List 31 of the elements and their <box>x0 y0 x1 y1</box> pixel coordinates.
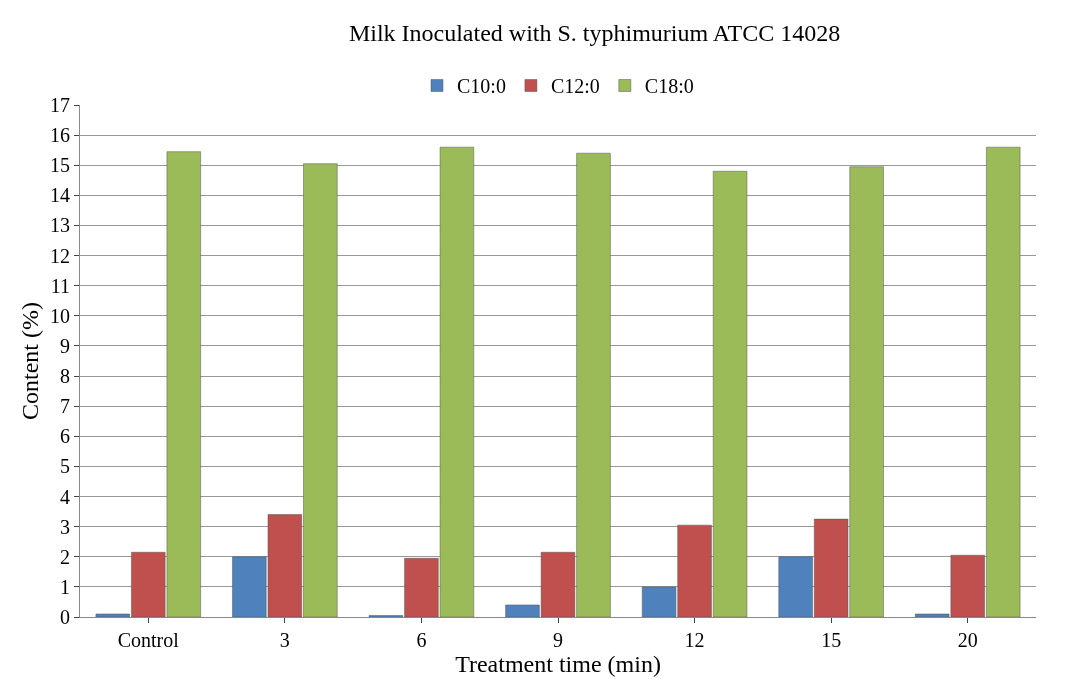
legend-label: C12:0 <box>550 75 600 98</box>
y-tick-label: 17 <box>50 94 70 116</box>
y-tick-label: 15 <box>50 154 70 177</box>
x-tick-label: 9 <box>553 629 563 651</box>
legend-label: C18:0 <box>644 75 694 98</box>
chart-title: Milk Inoculated with S. typhimurium ATCC 14028 <box>348 19 841 46</box>
x-tick-label: 15 <box>821 629 842 651</box>
y-tick-label: 5 <box>60 455 70 478</box>
y-tick-label: 7 <box>60 395 70 418</box>
x-tick-label: 20 <box>957 629 978 651</box>
y-tick-label: 3 <box>60 515 70 538</box>
x-tick-label: 12 <box>684 629 705 651</box>
y-tick-label: 16 <box>50 124 70 147</box>
x-tick-label: 6 <box>416 629 427 651</box>
y-tick-label: 13 <box>50 214 70 237</box>
x-tick-label: 3 <box>279 629 290 651</box>
y-tick-label: 0 <box>60 606 70 628</box>
y-tick-label: 10 <box>50 304 70 327</box>
y-tick-label: 8 <box>60 365 70 388</box>
y-tick-label: 14 <box>50 184 70 207</box>
y-tick-label: 2 <box>60 545 70 568</box>
y-tick-label: 9 <box>60 334 70 357</box>
y-axis-title: Content (%) <box>17 302 44 420</box>
legend-label: C10:0 <box>457 75 506 98</box>
y-tick-label: 11 <box>50 274 70 297</box>
y-tick-label: 4 <box>60 485 70 508</box>
x-tick-label: Control <box>117 629 180 651</box>
y-tick-label: 12 <box>50 244 70 267</box>
y-tick-label: 6 <box>60 425 70 448</box>
y-tick-label: 1 <box>60 575 70 598</box>
x-axis-title: Treatment time (min) <box>455 651 661 677</box>
